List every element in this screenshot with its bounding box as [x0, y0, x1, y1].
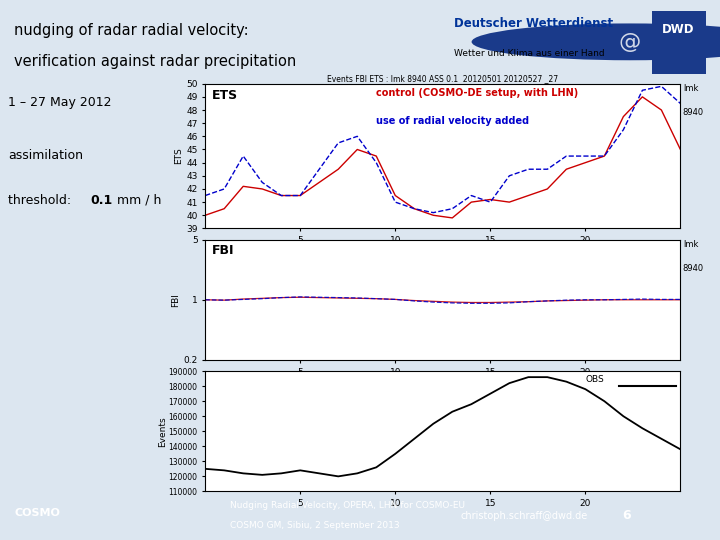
- Text: christoph.schraff@dwd.de: christoph.schraff@dwd.de: [461, 511, 588, 521]
- Text: mm / h: mm / h: [113, 194, 161, 207]
- Y-axis label: FBI: FBI: [171, 293, 181, 307]
- Circle shape: [472, 23, 720, 60]
- Text: assimilation: assimilation: [8, 149, 84, 162]
- Title: Events FBI ETS : lmk 8940 ASS 0.1  20120501 20120527 _27: Events FBI ETS : lmk 8940 ASS 0.1 201205…: [327, 74, 559, 83]
- Y-axis label: Events: Events: [158, 416, 167, 447]
- Text: verification against radar precipitation: verification against radar precipitation: [14, 55, 297, 70]
- Text: threshold:: threshold:: [8, 194, 79, 207]
- Text: nudging of radar radial velocity:: nudging of radar radial velocity:: [14, 23, 249, 38]
- Text: 1 – 27 May 2012: 1 – 27 May 2012: [8, 96, 112, 109]
- Text: Wetter und Klima aus einer Hand: Wetter und Klima aus einer Hand: [454, 49, 604, 58]
- Text: 0.1: 0.1: [90, 194, 112, 207]
- Text: 6: 6: [622, 509, 631, 522]
- Text: use of radial velocity added: use of radial velocity added: [377, 116, 529, 125]
- Text: Nudging Radial Velocity, OPERA, LHN for COSMO-EU: Nudging Radial Velocity, OPERA, LHN for …: [230, 502, 465, 510]
- Text: OBS: OBS: [585, 375, 604, 384]
- Text: DWD: DWD: [662, 23, 695, 36]
- Y-axis label: ETS: ETS: [174, 148, 184, 165]
- Text: lmk: lmk: [683, 240, 698, 248]
- Text: 8940: 8940: [683, 264, 704, 273]
- Text: COSMO GM, Sibiu, 2 September 2013: COSMO GM, Sibiu, 2 September 2013: [230, 521, 400, 530]
- FancyBboxPatch shape: [652, 11, 706, 73]
- Text: @: @: [619, 32, 641, 52]
- Text: FBI: FBI: [212, 245, 235, 258]
- Text: 8940: 8940: [683, 109, 704, 117]
- Text: COSMO: COSMO: [14, 508, 60, 518]
- Text: ETS: ETS: [212, 90, 238, 103]
- Text: control (COSMO-DE setup, with LHN): control (COSMO-DE setup, with LHN): [377, 88, 579, 98]
- Text: Deutscher Wetterdienst: Deutscher Wetterdienst: [454, 17, 613, 30]
- Text: lmk: lmk: [683, 84, 698, 93]
